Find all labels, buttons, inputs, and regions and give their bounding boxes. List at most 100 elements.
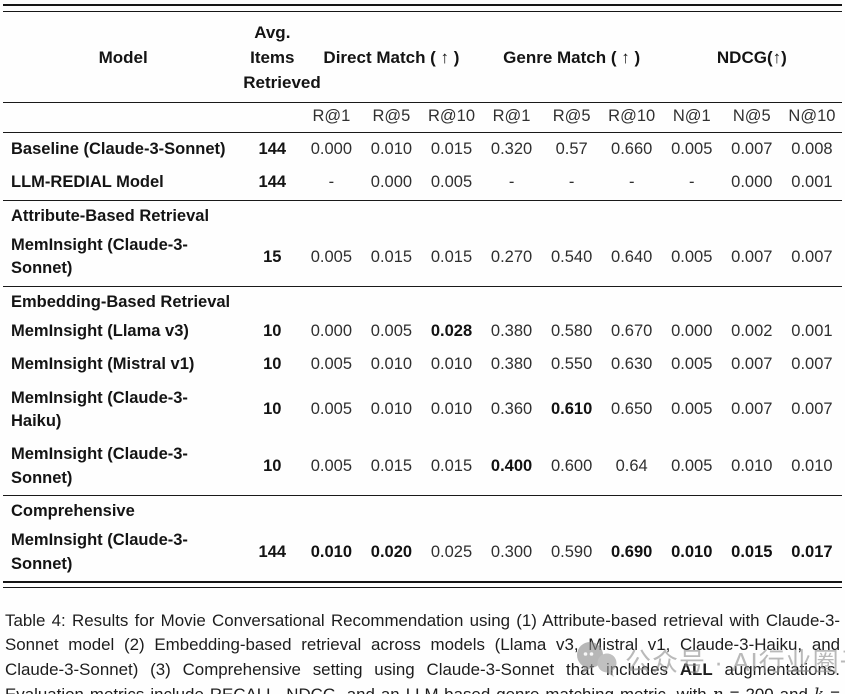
metric-value: 0.015: [430, 140, 473, 158]
avg-items-value: 15: [263, 247, 282, 266]
caption-segment: augmentations. Evaluation metrics includ…: [5, 659, 840, 694]
metric-value: 0.690: [611, 542, 653, 561]
metric-value: 0.320: [490, 140, 533, 158]
section-label: Attribute-Based Retrieval: [11, 206, 210, 225]
avg-items-line-2: Items: [250, 48, 295, 67]
model-name: LLM-REDIAL Model: [11, 173, 164, 192]
metric-value: 0.028: [430, 321, 473, 340]
section-label: Embedding-Based Retrieval: [11, 292, 231, 311]
subheader-ndcg-n1: N@1: [672, 107, 711, 125]
model-name: MemInsight (Claude-3-Sonnet): [11, 445, 188, 487]
table-caption: Table 4: Results for Movie Conversationa…: [5, 609, 840, 694]
subheader-ndcg-n5: N@5: [732, 107, 771, 125]
metric-value: 0.540: [550, 247, 593, 266]
metric-value: 0.600: [550, 457, 593, 476]
metric-value: 0.008: [791, 140, 833, 158]
caption-segment: = 200 and: [724, 685, 814, 694]
subheader-direct-r5: R@5: [372, 107, 411, 125]
metric-value: 0.005: [671, 140, 713, 158]
metric-value: 0.380: [490, 321, 533, 340]
model-name: MemInsight (Mistral v1): [11, 355, 195, 374]
avg-items-line-1: Avg.: [254, 23, 291, 42]
table-header: Model Avg. Items Retrieved Direct Match …: [3, 12, 842, 133]
metric-value: 0.000: [671, 321, 713, 340]
metric-value: 0.360: [490, 400, 533, 419]
caption-segment: Table 4: Results for Movie Conversationa…: [5, 611, 840, 679]
section-row: Embedding-Based Retrieval: [3, 286, 842, 315]
metric-value: -: [328, 173, 335, 192]
section-row: Attribute-Based Retrieval: [3, 200, 842, 229]
subheader-genre-r1: R@1: [492, 107, 531, 125]
subheader-direct-r10: R@10: [427, 107, 476, 125]
subheader-ndcg-n10: N@10: [788, 107, 836, 125]
metric-value: 0.010: [430, 400, 473, 419]
metric-value: 0.550: [550, 355, 593, 374]
results-table: Model Avg. Items Retrieved Direct Match …: [3, 12, 842, 581]
table-row: MemInsight (Llama v3) 10 0.000 0.005 0.028 0.…: [3, 315, 842, 348]
metric-value: 0.57: [555, 140, 588, 158]
metric-value: 0.610: [550, 400, 593, 419]
metric-value: 0.010: [430, 355, 473, 374]
metric-value: 0.000: [310, 140, 353, 158]
column-header-avg-items: Avg. Items Retrieved: [243, 12, 320, 103]
metric-value: 0.005: [310, 355, 353, 374]
metric-value: 0.007: [791, 247, 833, 266]
metric-value: 0.400: [490, 457, 533, 476]
metric-value: 0.001: [791, 173, 833, 192]
table-row: MemInsight (Claude-3-Sonnet) 15 0.005 0.015…: [3, 229, 842, 286]
metric-value: 0.660: [611, 140, 653, 158]
table-bottom-rule: [3, 581, 842, 589]
model-name: MemInsight (Claude-3-Haiku): [11, 388, 188, 430]
metric-value: 0.010: [370, 355, 413, 374]
group-header-row: Model Avg. Items Retrieved Direct Match …: [3, 12, 842, 103]
table-row: MemInsight (Claude-3-Sonnet) 144 0.010 0.02…: [3, 524, 842, 581]
metric-value: 0.007: [731, 140, 773, 158]
metric-value: -: [628, 173, 635, 192]
subheader-row: R@1 R@5 R@10 R@1 R@5 R@10 N@1 N@5 N@10: [3, 103, 842, 133]
metric-value: -: [508, 173, 515, 192]
table-body: Baseline (Claude-3-Sonnet) 144 0.000 0.010 0…: [3, 133, 842, 582]
metric-value: 0.010: [791, 457, 833, 476]
table-row: Baseline (Claude-3-Sonnet) 144 0.000 0.010 0…: [3, 133, 842, 167]
metric-value: 0.270: [490, 247, 533, 266]
model-name: MemInsight (Claude-3-Sonnet): [11, 531, 188, 573]
metric-value: 0.005: [310, 247, 353, 266]
section-label: Comprehensive: [11, 502, 135, 521]
metric-value: 0.007: [731, 400, 773, 419]
model-name: MemInsight (Claude-3-Sonnet): [11, 235, 188, 278]
metric-value: 0.005: [430, 173, 473, 192]
metric-value: 0.64: [615, 457, 648, 476]
subheader-genre-r5: R@5: [552, 107, 591, 125]
avg-items-value: 10: [263, 321, 282, 340]
metric-value: 0.005: [671, 400, 713, 419]
metric-value: 0.380: [490, 355, 533, 374]
metric-value: 0.020: [370, 542, 413, 561]
metric-value: 0.002: [731, 321, 773, 340]
avg-items-value: 144: [258, 140, 287, 158]
metric-value: 0.640: [611, 247, 653, 266]
avg-items-value: 10: [263, 400, 282, 419]
metric-value: 0.010: [671, 542, 713, 561]
subheader-genre-r10: R@10: [608, 107, 656, 125]
metric-value: 0.005: [310, 400, 353, 419]
metric-value: 0.005: [370, 321, 413, 340]
table-row: MemInsight (Claude-3-Haiku) 10 0.005 0.010 0…: [3, 382, 842, 439]
metric-value: 0.000: [310, 321, 353, 340]
metric-value: 0.010: [370, 400, 413, 419]
table-row: MemInsight (Claude-3-Sonnet) 10 0.005 0.015…: [3, 438, 842, 495]
subheader-direct-r1: R@1: [312, 107, 351, 125]
metric-value: 0.015: [430, 247, 473, 266]
metric-value: 0.007: [791, 400, 833, 419]
metric-value: 0.007: [731, 247, 773, 266]
metric-value: 0.005: [671, 457, 713, 476]
metric-value: 0.015: [370, 247, 413, 266]
metric-value: 0.650: [611, 400, 653, 419]
table-row: LLM-REDIAL Model 144 - 0.000 0.005 - - - - 0.000 0…: [3, 166, 842, 200]
empty-cell: [243, 103, 301, 133]
column-header-model: Model: [98, 47, 148, 67]
metric-value: 0.007: [731, 355, 773, 374]
metric-value: 0.670: [611, 321, 653, 340]
metric-value: 0.025: [430, 542, 473, 561]
table-row: MemInsight (Mistral v1) 10 0.005 0.010 0.010…: [3, 348, 842, 381]
